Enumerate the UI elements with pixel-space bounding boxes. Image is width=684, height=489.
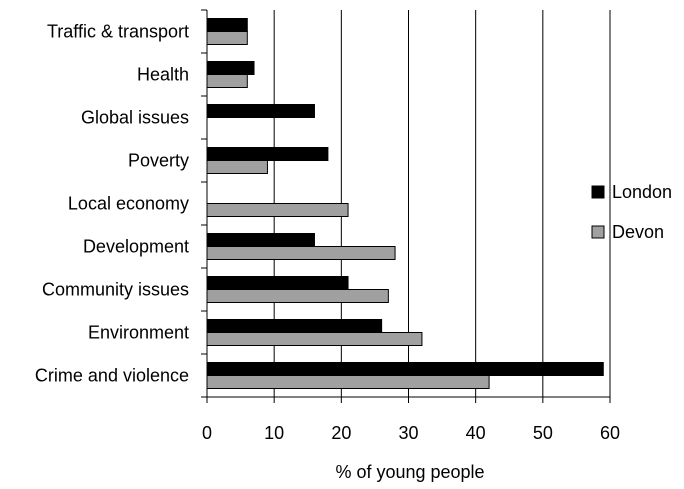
category-label: Community issues (42, 280, 189, 300)
bar-london-8 (206, 362, 604, 376)
axes (201, 9, 611, 403)
bar-devon-7 (206, 332, 423, 346)
bar-devon-1 (206, 74, 248, 88)
legend-swatch-devon (591, 225, 605, 239)
x-tick-label: 30 (398, 423, 418, 443)
category-label: Global issues (81, 108, 189, 128)
legend-label-london: London (612, 182, 672, 202)
category-label: Poverty (128, 151, 189, 171)
bar-devon-4 (206, 203, 349, 217)
bar-london-0 (206, 18, 248, 32)
x-tick-label: 20 (331, 423, 351, 443)
category-label: Crime and violence (35, 366, 189, 386)
x-tick-label: 10 (264, 423, 284, 443)
bar-devon-6 (206, 289, 389, 303)
category-label: Health (137, 65, 189, 85)
bar-devon-8 (206, 375, 490, 389)
legend-swatch-london (591, 185, 605, 199)
x-tick-label: 50 (533, 423, 553, 443)
bar-devon-0 (206, 31, 248, 45)
x-tick-label: 0 (202, 423, 212, 443)
labels: Traffic & transport Health Global issues Po… (35, 22, 620, 444)
category-label: Traffic & transport (47, 22, 189, 42)
bar-london-3 (206, 147, 329, 161)
bar-devon-3 (206, 160, 268, 174)
x-tick-label: 40 (466, 423, 486, 443)
x-axis-title: % of young people (335, 462, 484, 482)
bar-london-5 (206, 233, 315, 247)
bar-london-2 (206, 104, 315, 118)
bars (206, 18, 604, 389)
legend: London Devon (591, 182, 672, 242)
category-label: Local economy (68, 194, 189, 214)
legend-label-devon: Devon (612, 222, 664, 242)
bar-london-1 (206, 61, 255, 75)
bar-london-6 (206, 276, 349, 290)
category-label: Environment (88, 323, 189, 343)
x-tick-label: 60 (600, 423, 620, 443)
category-label: Development (83, 237, 189, 257)
bar-london-7 (206, 319, 383, 333)
bar-devon-5 (206, 246, 396, 260)
